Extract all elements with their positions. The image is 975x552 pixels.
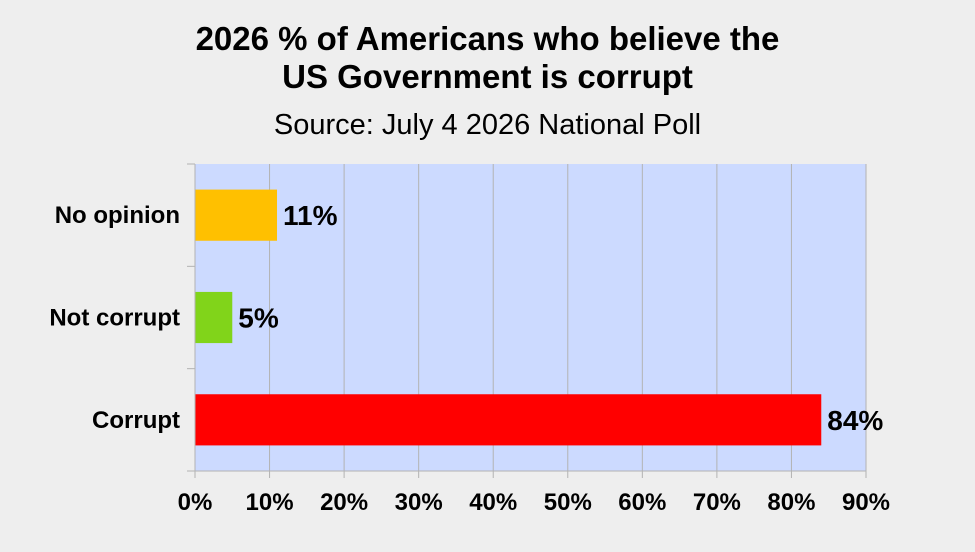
x-tick-label-5: 50%	[544, 489, 592, 516]
category-label-2: Corrupt	[92, 407, 180, 434]
data-label-2: 84%	[827, 405, 883, 436]
x-tick-label-8: 80%	[767, 489, 815, 516]
chart-subtitle: Source: July 4 2026 National Poll	[273, 109, 702, 141]
x-tick-label-7: 70%	[693, 489, 741, 516]
data-label-1: 5%	[238, 303, 279, 334]
x-tick-label-3: 30%	[395, 489, 443, 516]
x-tick-label-9: 90%	[842, 489, 890, 516]
category-label-0: No opinion	[55, 202, 180, 229]
bar-1	[195, 291, 233, 344]
chart-title-line-1: 2026 % of Americans who believe the	[195, 20, 780, 57]
data-label-0: 11%	[283, 200, 338, 231]
bar-0	[195, 189, 278, 241]
chart-title-line-2: US Government is corrupt	[282, 58, 693, 95]
x-tick-label-4: 40%	[469, 489, 517, 516]
chart-title: 2026 % of Americans who believe the US G…	[0, 20, 975, 96]
x-tick-label-2: 20%	[320, 489, 368, 516]
bar-2	[195, 394, 822, 446]
x-tick-label-1: 10%	[246, 489, 294, 516]
x-tick-label-0: 0%	[178, 489, 213, 516]
category-label-1: Not corrupt	[49, 305, 180, 332]
x-tick-label-6: 60%	[618, 489, 666, 516]
